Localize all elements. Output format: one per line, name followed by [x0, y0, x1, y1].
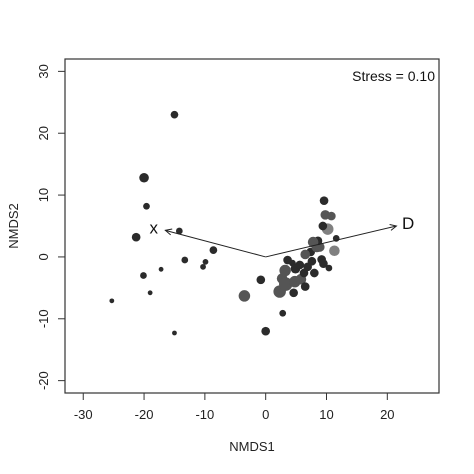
data-point [300, 282, 310, 291]
vector-arrowhead [164, 228, 173, 236]
data-point [300, 249, 311, 260]
data-point [109, 298, 115, 304]
x-tick-label: 0 [262, 407, 269, 422]
data-point [295, 260, 305, 270]
vector-label: D [402, 214, 414, 233]
data-point [307, 256, 317, 266]
y-tick-label: -20 [36, 371, 51, 390]
y-axis-title: NMDS2 [6, 203, 21, 249]
x-tick-label: 20 [380, 407, 394, 422]
y-tick-label: 10 [36, 188, 51, 202]
data-point [143, 202, 150, 210]
data-point [181, 256, 189, 264]
data-point [200, 263, 206, 270]
data-point [279, 309, 287, 317]
data-point [158, 266, 164, 272]
data-point [175, 227, 183, 235]
data-point [318, 221, 328, 231]
x-tick-label: -20 [135, 407, 154, 422]
y-tick-label: 0 [36, 253, 51, 260]
data-point [325, 264, 333, 272]
y-axis: -20 -10 0 10 20 30 [36, 64, 65, 390]
y-tick-label: -10 [36, 309, 51, 328]
data-point [319, 196, 329, 205]
data-point [327, 211, 336, 221]
data-point [238, 290, 251, 302]
data-point [170, 110, 179, 119]
data-point [319, 259, 328, 269]
y-tick-label: 20 [36, 126, 51, 140]
x-axis: -30 -20 -10 0 10 20 [74, 393, 395, 422]
scatter-points [109, 110, 340, 336]
vector-line [165, 229, 266, 258]
data-point [202, 258, 209, 265]
stress-annotation: Stress = 0.10 [352, 68, 435, 84]
data-point [289, 288, 298, 298]
data-point [131, 232, 141, 242]
data-point [279, 277, 293, 291]
plot-frame [64, 58, 440, 394]
data-point [261, 326, 271, 336]
data-point [209, 246, 218, 254]
data-point [147, 290, 153, 296]
data-point [329, 245, 340, 257]
data-point [256, 275, 266, 285]
vector-line [265, 225, 397, 258]
vector-arrowhead [389, 223, 398, 231]
y-tick-label: 30 [36, 64, 51, 78]
data-point [140, 272, 147, 279]
x-tick-label: -10 [195, 407, 214, 422]
vector-label: x [149, 218, 158, 237]
x-tick-label: -30 [74, 407, 93, 422]
data-point [279, 264, 291, 277]
x-tick-label: 10 [319, 407, 333, 422]
data-point [139, 172, 149, 183]
data-point [310, 268, 319, 278]
x-axis-title: NMDS1 [229, 439, 275, 454]
data-point [172, 330, 177, 336]
